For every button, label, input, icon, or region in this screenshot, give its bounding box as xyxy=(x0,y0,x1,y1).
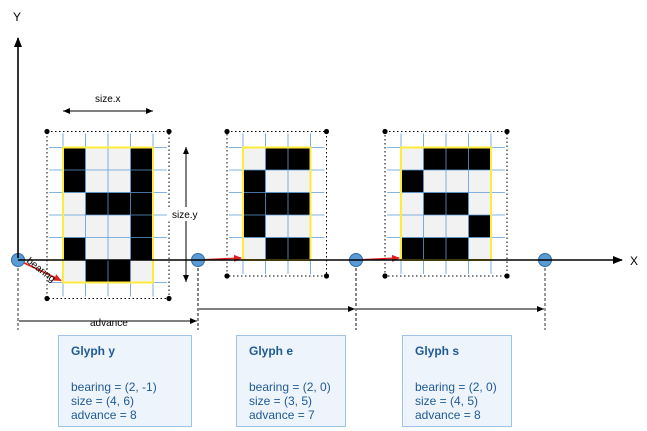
glyph-y-pixel xyxy=(108,170,131,193)
glyph-e-pixel xyxy=(243,237,266,260)
glyph-s-pixel xyxy=(423,237,446,260)
glyph-e-info-box: Glyph e bearing = (2, 0) size = (3, 5) a… xyxy=(236,335,346,427)
size-x-label: size.x xyxy=(95,94,121,105)
glyph-s-dotted-frame xyxy=(384,131,508,277)
glyph-y-info-box: Glyph y bearing = (2, -1) size = (4, 6) … xyxy=(58,335,192,427)
glyph-e-advance: advance = 7 xyxy=(249,408,315,422)
glyph-s-pixel xyxy=(423,215,446,238)
glyph-e-pixel xyxy=(265,147,288,170)
glyph-s-title: Glyph s xyxy=(415,344,460,358)
glyph-s-pixel xyxy=(401,147,424,170)
glyph-s-pixel xyxy=(423,170,446,193)
glyph-s-pixel xyxy=(401,215,424,238)
glyph-s-pixel xyxy=(446,237,469,260)
glyph-s-corner-dot xyxy=(382,273,388,279)
glyph-s-pixel xyxy=(401,170,424,193)
glyph-e-pixel xyxy=(288,147,311,170)
glyph-s-pixel xyxy=(446,215,469,238)
glyph-y-pixel xyxy=(130,237,153,260)
glyph-y-pixel xyxy=(108,237,131,260)
glyph-e-pixel xyxy=(265,192,288,215)
glyph-s-corner-dot xyxy=(504,273,510,279)
glyph-y-advance: advance = 8 xyxy=(71,408,137,422)
glyph-s-corner-dot xyxy=(382,128,388,135)
glyph-s-bearing: bearing = (2, 0) xyxy=(415,380,497,394)
glyph-y-corner-dot xyxy=(166,295,172,302)
glyph-e-pixel xyxy=(243,170,266,193)
glyph-y-pixel xyxy=(63,170,86,193)
glyph-y-pixel xyxy=(130,147,153,170)
glyph-y-pixel xyxy=(63,192,86,215)
glyph-s-pixel xyxy=(446,192,469,215)
glyph-s-pixel xyxy=(423,147,446,170)
glyph-s-advance: advance = 8 xyxy=(415,408,481,422)
glyph-y-corner-dot xyxy=(44,295,50,302)
glyph-y-pixel xyxy=(130,260,153,283)
glyph-e-pixel xyxy=(265,170,288,193)
glyph-s-corner-dot xyxy=(504,128,510,135)
glyph-y-pixel xyxy=(63,237,86,260)
glyph-layer xyxy=(44,128,510,302)
glyph-y-size: size = (4, 6) xyxy=(71,394,135,408)
glyph-e-size: size = (3, 5) xyxy=(249,394,313,408)
y-axis-label: Y xyxy=(13,10,21,24)
size-y-label: size.y xyxy=(172,210,198,221)
glyph-y-pixel xyxy=(85,237,108,260)
glyph-s-pixel xyxy=(468,170,491,193)
glyph-y-pixel xyxy=(108,215,131,238)
glyph-e-corner-dot xyxy=(323,128,330,135)
glyph-y-pixel xyxy=(85,170,108,193)
glyph-y-bearing: bearing = (2, -1) xyxy=(71,380,157,394)
glyph-y-title: Glyph y xyxy=(71,344,116,358)
glyph-e-pixel xyxy=(265,215,288,238)
glyph-e-pixel xyxy=(243,215,266,238)
glyph-s-size: size = (4, 5) xyxy=(415,394,479,408)
glyph-y-outline xyxy=(62,146,154,284)
glyph-y-pixel xyxy=(63,260,86,283)
glyph-y-bearing-arrow xyxy=(17,259,62,282)
glyph-s-pixel xyxy=(446,170,469,193)
glyph-y-pixel xyxy=(130,170,153,193)
glyph-s-pixel xyxy=(468,237,491,260)
glyph-e-corner-dot xyxy=(224,273,230,279)
glyph-s-pixel xyxy=(401,192,424,215)
glyph-y-pixel xyxy=(130,215,153,238)
glyph-y-pixel xyxy=(108,147,131,170)
glyph-y-pixel xyxy=(63,215,86,238)
glyph-s-pixel xyxy=(401,237,424,260)
glyph-y-pixel xyxy=(85,192,108,215)
glyph-y-pixel xyxy=(85,260,108,283)
glyph-y-pixel xyxy=(108,260,131,283)
glyph-e-pixel xyxy=(288,170,311,193)
glyph-s-pixel xyxy=(468,192,491,215)
advance-label: advance xyxy=(90,318,128,329)
glyph-y-pixel xyxy=(108,192,131,215)
glyph-y-pixel xyxy=(130,192,153,215)
glyph-y-corner-dot xyxy=(166,128,172,135)
glyph-e-pixel xyxy=(288,215,311,238)
glyph-e-bearing: bearing = (2, 0) xyxy=(249,380,331,394)
glyph-e-title: Glyph e xyxy=(249,344,294,358)
glyph-e-pixel xyxy=(288,237,311,260)
glyph-s-pixel xyxy=(423,192,446,215)
glyph-s-pixel xyxy=(468,147,491,170)
glyph-e-pixel xyxy=(243,147,266,170)
glyph-e-pixel xyxy=(288,192,311,215)
glyph-e-corner-dot xyxy=(323,273,330,279)
glyph-y-pixel xyxy=(63,147,86,170)
glyph-s-pixel xyxy=(468,215,491,238)
glyph-y-pixel xyxy=(85,147,108,170)
glyph-e-pixel xyxy=(243,192,266,215)
glyph-s-pixel xyxy=(446,147,469,170)
glyph-y-corner-dot xyxy=(44,128,50,135)
x-axis-label: X xyxy=(630,254,638,268)
glyph-s-info-box: Glyph s bearing = (2, 0) size = (4, 5) a… xyxy=(402,335,512,427)
glyph-y-pixel xyxy=(85,215,108,238)
glyph-e-corner-dot xyxy=(224,128,230,135)
glyph-e-pixel xyxy=(265,237,288,260)
